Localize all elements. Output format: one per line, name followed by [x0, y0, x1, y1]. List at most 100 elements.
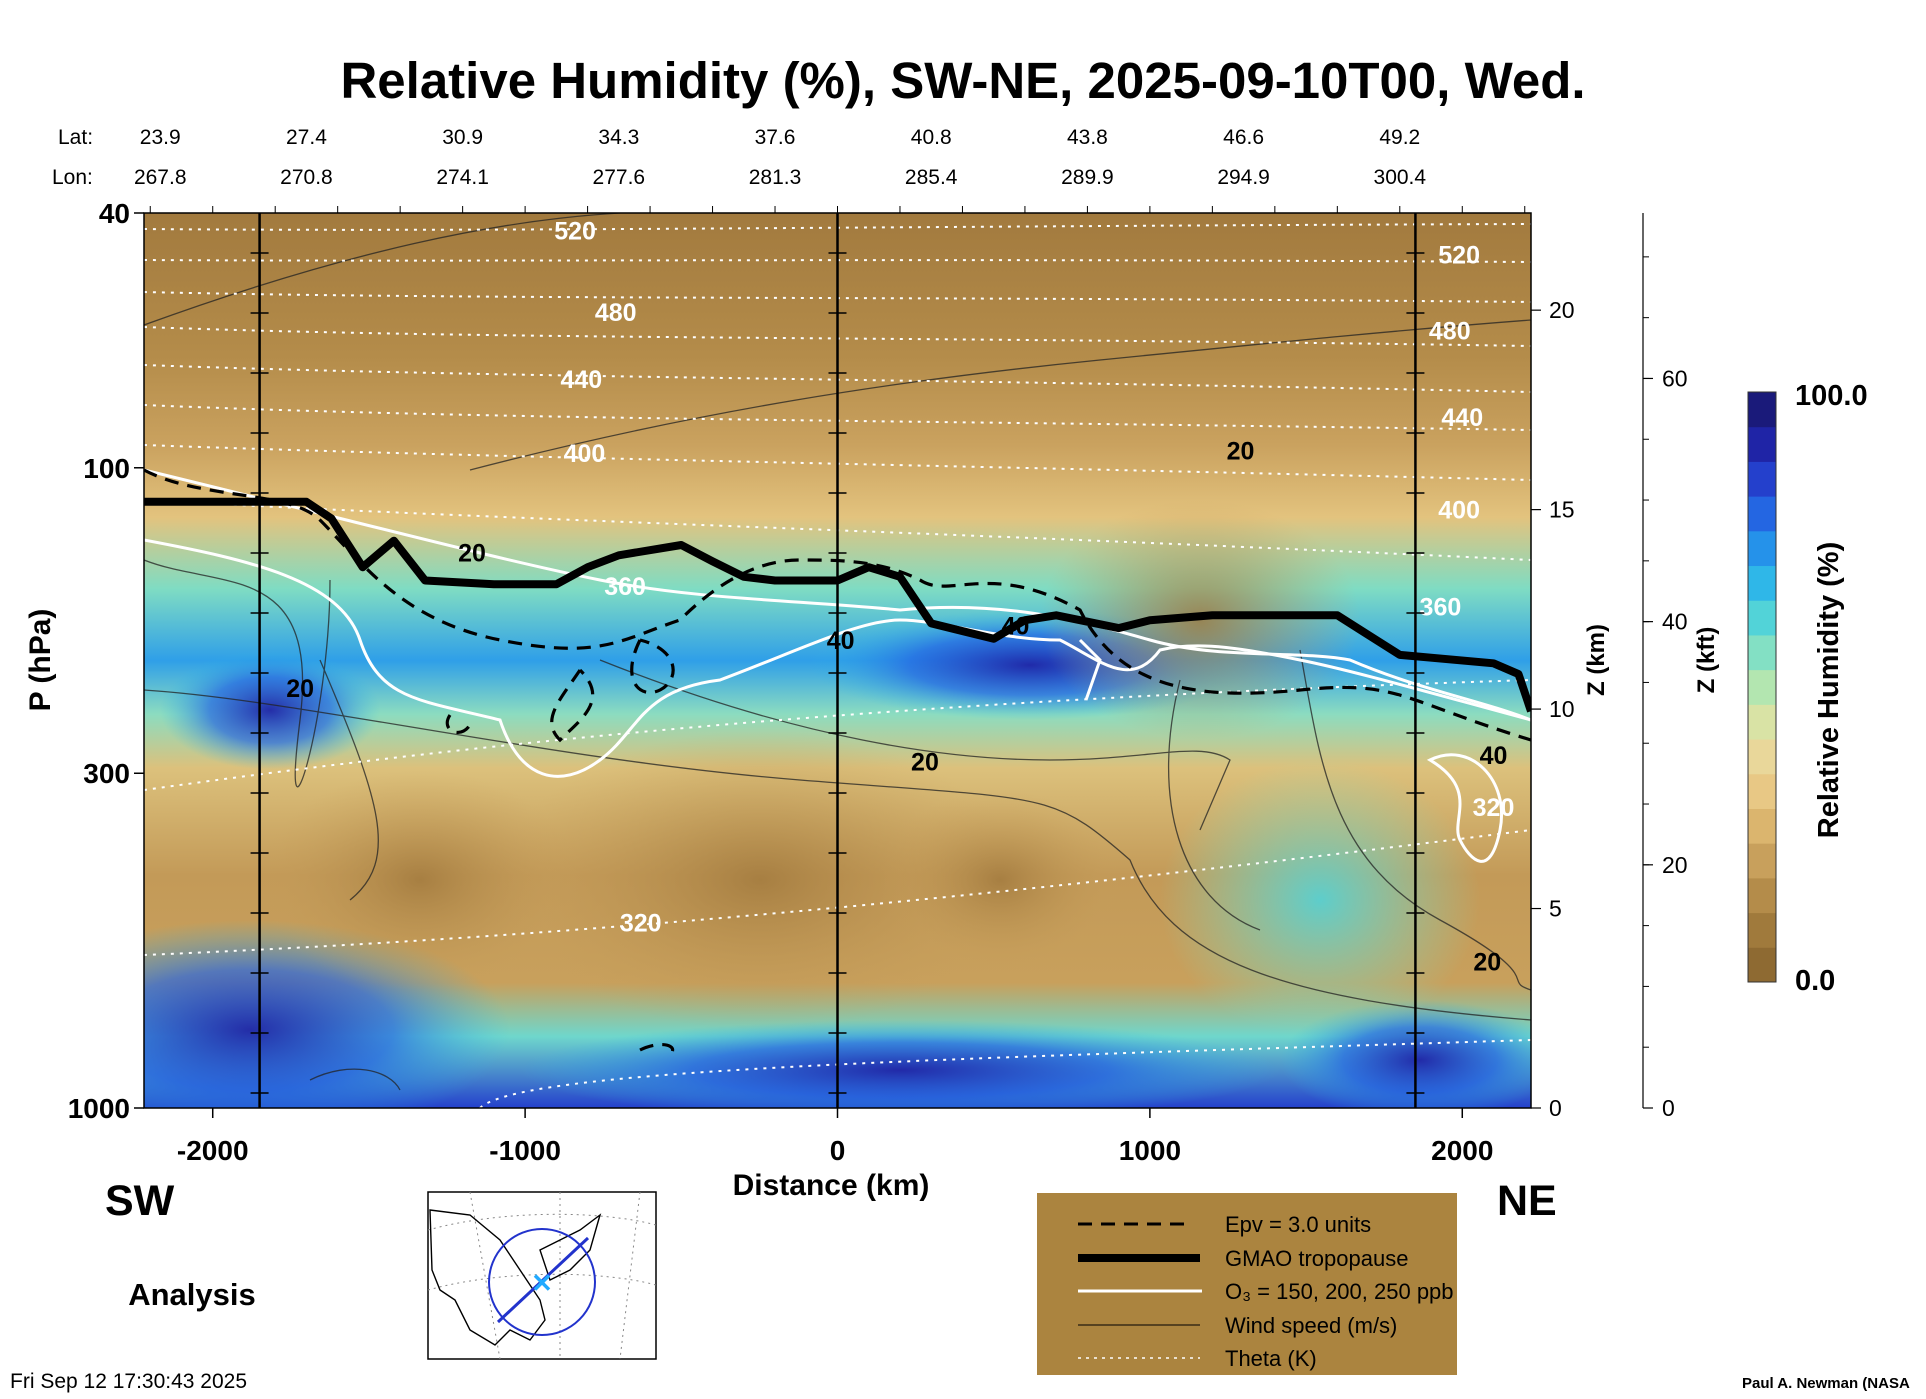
station-lon: 277.6 — [593, 166, 646, 189]
theta-label: 360 — [604, 573, 646, 601]
colorbar-cell — [1748, 600, 1776, 636]
wind-speed-contours — [144, 213, 1531, 1091]
theta-contour — [144, 444, 1531, 481]
z-kft-tick-label: 60 — [1662, 365, 1688, 391]
colorbar-cell — [1748, 808, 1776, 844]
theta-label: 400 — [1438, 496, 1480, 524]
colorbar-cell — [1748, 947, 1776, 983]
epv-contour — [445, 714, 472, 734]
theta-label: 440 — [1441, 404, 1483, 432]
colorbar-cell — [1748, 530, 1776, 567]
colorbar-cell — [1748, 634, 1776, 671]
theta-label: 320 — [620, 909, 662, 937]
colorbar-cell — [1748, 461, 1776, 497]
legend-label: Theta (K) — [1225, 1346, 1317, 1371]
colorbar-cell — [1748, 704, 1776, 740]
ozone-label: 40 — [1002, 612, 1030, 640]
ozone-label: 40 — [1480, 742, 1508, 770]
dry-region-left — [260, 770, 580, 990]
colorbar-max-label: 100.0 — [1795, 380, 1868, 412]
theta-contour — [144, 404, 1531, 431]
colorbar-cell — [1748, 843, 1776, 879]
theta-contour — [479, 1039, 1531, 1108]
z-kft-axis: 0 20 40 60 — [1642, 213, 1688, 1121]
theta-label: 520 — [554, 218, 596, 246]
theta-label: 520 — [1438, 242, 1480, 270]
ozone-contour — [1078, 638, 1102, 701]
theta-contour — [144, 291, 1531, 303]
colorbar-cell — [1748, 773, 1776, 809]
humidity-field: 520 480 440 400 360 320 520 480 440 400 360 320 20 20… — [144, 213, 1531, 1108]
z-km-axis: 0 5 10 15 20 — [1531, 297, 1575, 1121]
station-lat: 49.2 — [1379, 126, 1420, 149]
chart-title: Relative Humidity (%), SW-NE, 2025-09-10… — [340, 52, 1585, 109]
theta-contour — [144, 829, 1531, 956]
theta-contour — [144, 259, 1531, 263]
wind-contour — [469, 319, 1531, 471]
z-kft-tick-label: 20 — [1662, 852, 1688, 878]
station-lat: 40.8 — [911, 126, 952, 149]
wind-contour — [599, 659, 1231, 831]
inset-map-frame — [427, 1191, 657, 1360]
station-lat: 37.6 — [755, 126, 796, 149]
colorbar-cells — [1748, 392, 1776, 983]
z-km-tick-label: 10 — [1549, 696, 1575, 722]
wind-contour — [309, 1068, 401, 1091]
z-km-tick-label: 15 — [1549, 497, 1575, 523]
theta-label: 480 — [595, 299, 637, 327]
station-labels: 23.9 267.8 27.4 270.8 30.9 274.1 34.3 277.6 37.6… — [134, 126, 1426, 189]
z-kft-tick-label: 0 — [1662, 1095, 1675, 1121]
credit: Paul A. Newman (NASA — [1742, 1375, 1910, 1392]
colorbar-cell — [1748, 912, 1776, 948]
theta-contours — [144, 223, 1531, 1108]
legend-label: GMAO tropopause — [1225, 1246, 1408, 1271]
station-lon: 285.4 — [905, 166, 958, 189]
z-kft-tick-label: 40 — [1662, 609, 1688, 635]
inset-center-marker: ✕ — [531, 1268, 553, 1298]
theta-contour — [144, 679, 1531, 791]
z-km-axis-title: Z (km) — [1583, 624, 1610, 696]
legend-label: O₃ = 150, 200, 250 ppb — [1225, 1279, 1454, 1304]
station-lon: 267.8 — [134, 166, 187, 189]
station-lon: 281.3 — [749, 166, 802, 189]
ozone-label: 40 — [827, 627, 855, 655]
wind-speed-label: 20 — [1227, 437, 1255, 465]
moist-region-upper-left — [160, 650, 380, 770]
teal-region-right — [1160, 760, 1480, 1040]
x-tick-label: -1000 — [489, 1135, 561, 1166]
station-lat: 46.6 — [1223, 126, 1264, 149]
theta-label: 400 — [564, 440, 606, 468]
x-tick-label: 1000 — [1119, 1135, 1181, 1166]
colorbar: 100.0 0.0 Relative Humidity (%) — [1747, 380, 1868, 997]
lon-label: Lon: — [52, 166, 93, 189]
wind-contour — [1299, 649, 1531, 991]
colorbar-cell — [1748, 877, 1776, 914]
theta-contour — [144, 499, 1531, 561]
legend-label: Wind speed (m/s) — [1225, 1313, 1397, 1338]
z-km-tick-label: 5 — [1549, 896, 1562, 922]
colorbar-cell — [1748, 426, 1776, 462]
z-kft-axis-title: Z (kft) — [1693, 627, 1720, 694]
z-km-tick-label: 20 — [1549, 297, 1575, 323]
epv-contour — [630, 638, 675, 695]
wind-speed-label: 20 — [286, 675, 314, 703]
y-axis-title: P (hPa) — [24, 609, 57, 712]
wind-speed-label: 20 — [911, 748, 939, 776]
wind-contour — [144, 559, 331, 788]
colorbar-frame — [1747, 391, 1777, 983]
pressure-axis: 40 100 300 1000 — [68, 198, 144, 1124]
station-lat: 43.8 — [1067, 126, 1108, 149]
colorbar-cell — [1748, 669, 1776, 705]
wind-contour — [144, 689, 1531, 1021]
direction-northeast: NE — [1497, 1177, 1557, 1225]
inset-section-line — [496, 1236, 590, 1324]
theta-label: 360 — [1420, 593, 1462, 621]
station-lon: 274.1 — [436, 166, 489, 189]
dry-region-center — [500, 730, 1020, 1030]
station-lat: 34.3 — [598, 126, 639, 149]
x-tick-label: 2000 — [1431, 1135, 1493, 1166]
station-lon: 289.9 — [1061, 166, 1114, 189]
dry-region-right — [880, 790, 1120, 970]
x-tick-label: -2000 — [177, 1135, 249, 1166]
